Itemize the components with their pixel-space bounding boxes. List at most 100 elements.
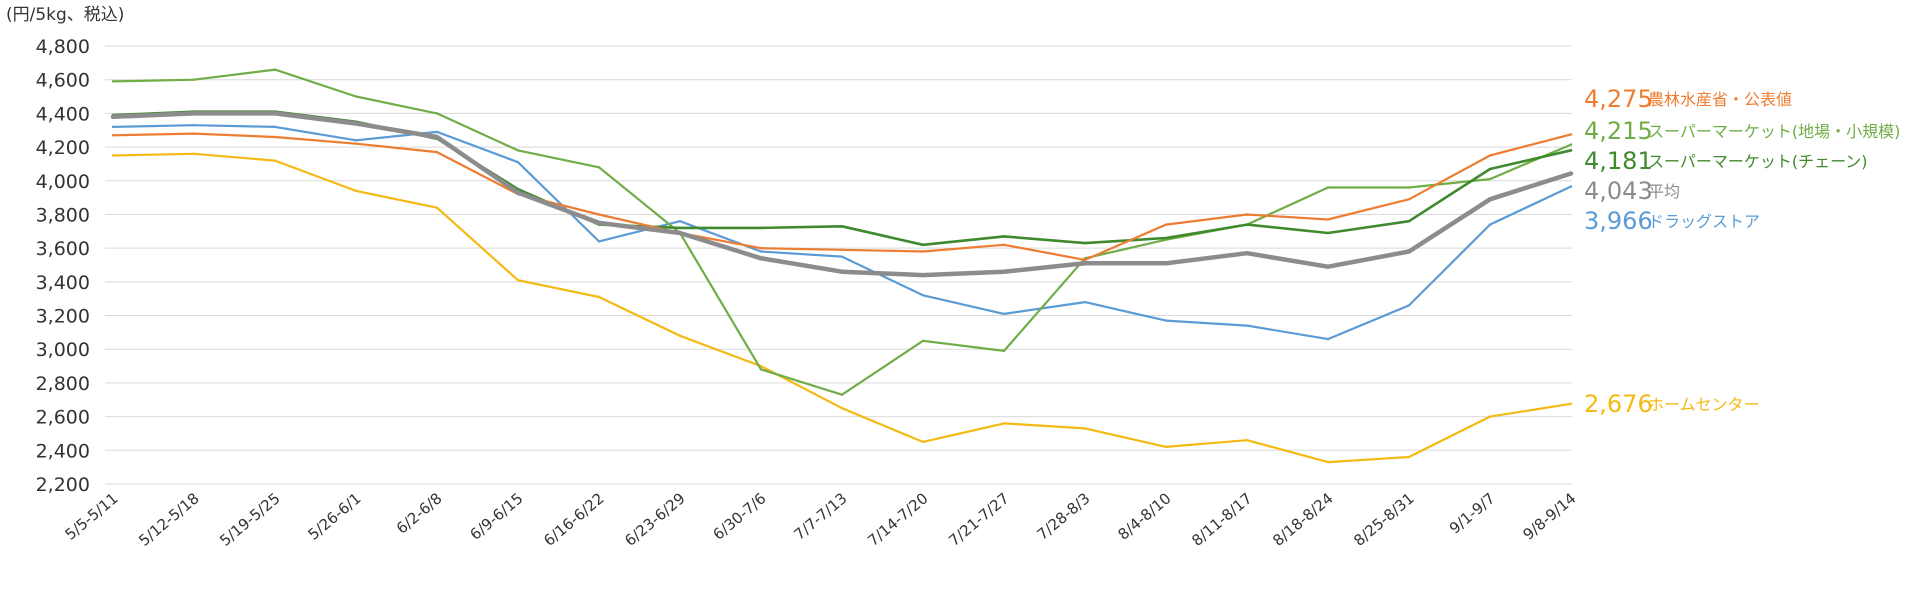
- y-tick-label: 3,200: [36, 306, 90, 328]
- data-point: [597, 295, 601, 299]
- data-point: [1245, 439, 1249, 442]
- data-point: [1083, 427, 1087, 430]
- end-value-label: 4,215: [1584, 117, 1653, 145]
- data-point: [1326, 265, 1330, 268]
- data-point: [840, 248, 844, 252]
- data-point: [1002, 243, 1006, 246]
- unit-label: (円/5kg、税込): [6, 5, 124, 25]
- data-point: [759, 246, 763, 250]
- data-point: [1407, 455, 1411, 459]
- data-point: [111, 125, 115, 129]
- x-tick-label: 5/26-6/1: [305, 489, 365, 543]
- data-point: [921, 294, 925, 297]
- y-tick-label: 4,400: [36, 103, 90, 125]
- data-point: [192, 152, 196, 156]
- data-point: [921, 440, 925, 444]
- data-point: [111, 134, 115, 137]
- data-point: [354, 139, 358, 142]
- data-point: [1164, 445, 1168, 449]
- x-tick-label: 6/16-6/22: [540, 489, 607, 550]
- series-line-4: [111, 132, 1573, 261]
- data-point: [597, 221, 601, 225]
- grid-lines: [105, 45, 1572, 485]
- y-tick-label: 2,200: [36, 474, 90, 496]
- y-tick-label: 4,600: [36, 70, 90, 92]
- data-point: [354, 122, 358, 125]
- data-point: [1326, 337, 1330, 341]
- x-tick-label: 5/19-5/25: [216, 489, 283, 550]
- data-point: [1083, 241, 1087, 245]
- data-point: [597, 166, 601, 169]
- data-point: [192, 112, 196, 115]
- data-point: [1488, 177, 1492, 181]
- x-axis-ticks: 5/5-5/11 5/12-5/18 5/19-5/25 5/26-6/1 6/2-6/…: [62, 489, 1580, 550]
- data-point: [921, 273, 925, 277]
- data-point: [759, 257, 763, 260]
- data-point: [516, 161, 520, 164]
- y-tick-label: 2,400: [36, 440, 90, 462]
- series-name-label: 平均: [1648, 182, 1680, 201]
- data-point: [1083, 300, 1087, 304]
- data-point: [1164, 262, 1168, 265]
- data-point: [759, 226, 763, 230]
- x-tick-label: 7/21-7/27: [945, 489, 1012, 550]
- data-point: [1488, 167, 1492, 171]
- data-point: [192, 132, 196, 135]
- x-tick-label: 8/18-8/24: [1269, 489, 1336, 550]
- data-point: [273, 125, 277, 129]
- series-line-3: [111, 110, 1573, 247]
- data-point: [1569, 143, 1573, 146]
- data-point: [516, 149, 520, 152]
- data-point: [1407, 304, 1411, 307]
- x-tick-label: 7/14-7/20: [864, 489, 931, 550]
- end-value-label: 4,043: [1584, 177, 1653, 205]
- data-point: [354, 95, 358, 98]
- series-name-label: 農林水産省・公表値: [1648, 90, 1792, 109]
- x-tick-label: 7/28-8/3: [1034, 489, 1094, 543]
- y-tick-label: 3,000: [36, 339, 90, 361]
- data-point: [1083, 262, 1087, 265]
- data-point: [840, 225, 844, 228]
- data-point: [678, 231, 682, 235]
- x-tick-label: 9/8-9/14: [1520, 489, 1580, 543]
- data-point: [1164, 236, 1168, 240]
- data-point: [273, 159, 277, 162]
- data-point: [1083, 258, 1087, 262]
- series-line-1: [111, 124, 1573, 341]
- series-name-label: スーパーマーケット(チェーン): [1648, 152, 1868, 171]
- data-point: [1407, 250, 1411, 253]
- data-point: [678, 334, 682, 337]
- data-point: [1326, 218, 1330, 221]
- y-tick-label: 2,800: [36, 373, 90, 395]
- x-tick-label: 5/12-5/18: [135, 489, 202, 550]
- data-point: [516, 278, 520, 282]
- series-name-label: ドラッグストア: [1648, 212, 1760, 231]
- data-point: [1488, 154, 1492, 157]
- data-point: [1569, 133, 1573, 136]
- y-tick-label: 2,600: [36, 407, 90, 429]
- data-point: [1569, 172, 1573, 175]
- series-name-label: ホームセンター: [1648, 395, 1760, 414]
- data-point: [921, 243, 925, 246]
- x-tick-label: 6/30-7/6: [710, 489, 770, 543]
- end-value-label: 2,676: [1584, 390, 1653, 418]
- data-point: [435, 130, 439, 134]
- data-point: [1326, 231, 1330, 235]
- data-point: [1407, 198, 1411, 201]
- data-point: [840, 393, 844, 396]
- data-point: [678, 226, 682, 230]
- data-point: [1245, 324, 1249, 327]
- data-point: [1407, 220, 1411, 223]
- x-tick-label: 5/5-5/11: [62, 489, 122, 543]
- end-value-label: 3,966: [1584, 207, 1653, 235]
- series-line-0: [111, 152, 1573, 464]
- y-tick-label: 4,000: [36, 171, 90, 193]
- data-point: [435, 206, 439, 209]
- data-point: [1407, 186, 1411, 189]
- data-point: [516, 191, 520, 194]
- data-point: [354, 189, 358, 193]
- data-point: [111, 115, 115, 118]
- data-point: [1569, 402, 1573, 406]
- data-point: [921, 250, 925, 253]
